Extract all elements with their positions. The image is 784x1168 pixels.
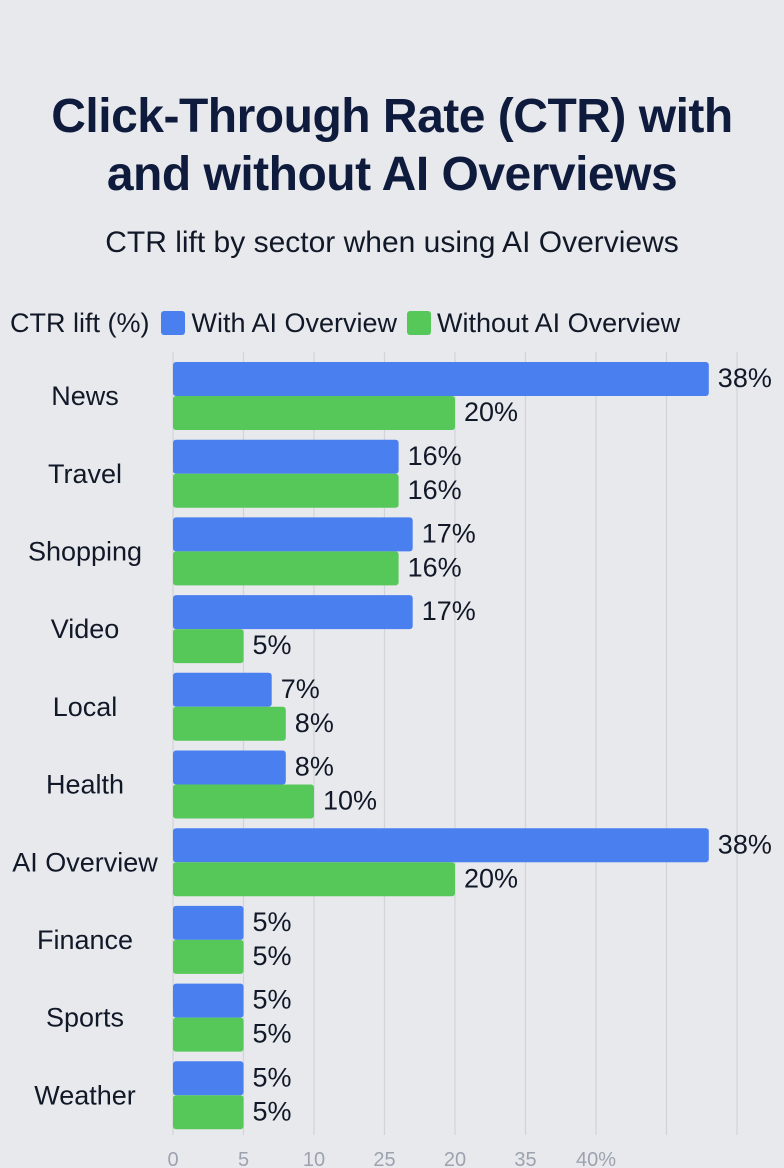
- value-label: 5%: [253, 985, 292, 1015]
- category-label: Weather: [34, 1080, 136, 1110]
- value-label: 8%: [295, 752, 334, 782]
- value-label: 5%: [253, 941, 292, 971]
- bar-without-ai: [173, 784, 314, 819]
- value-label: 38%: [718, 363, 772, 393]
- x-tick-label: 35: [514, 1149, 536, 1168]
- bar-without-ai: [173, 1095, 244, 1130]
- legend-label-without-ai: Without AI Overview: [437, 307, 681, 338]
- value-label: 5%: [253, 1062, 292, 1092]
- value-label: 5%: [253, 630, 292, 660]
- legend-swatch-without-ai: [407, 311, 432, 335]
- category-label: AI Overview: [12, 847, 158, 877]
- bar-with-ai: [173, 439, 399, 474]
- x-tick-label: 10: [303, 1149, 325, 1168]
- value-label: 5%: [253, 1019, 292, 1049]
- category-label: Sports: [46, 1003, 124, 1033]
- value-label: 8%: [295, 708, 334, 738]
- chart-title-line-1: Click-Through Rate (CTR) with: [51, 90, 733, 143]
- bar-without-ai: [173, 629, 244, 664]
- bar-without-ai: [173, 862, 455, 897]
- x-tick-label: 25: [373, 1149, 395, 1168]
- x-axis-label: CTR lift (%): [10, 307, 150, 338]
- legend-swatch-with-ai: [161, 311, 186, 335]
- value-label: 10%: [323, 786, 377, 816]
- x-tick-label: 5: [238, 1149, 249, 1168]
- bar-with-ai: [173, 750, 286, 785]
- bar-without-ai: [173, 551, 399, 586]
- value-label: 17%: [422, 596, 476, 626]
- bar-with-ai: [173, 905, 244, 940]
- bar-without-ai: [173, 939, 244, 974]
- value-label: 16%: [408, 475, 462, 505]
- category-label: Local: [53, 692, 118, 722]
- value-label: 5%: [253, 907, 292, 937]
- category-label: Video: [51, 614, 120, 644]
- category-label: Finance: [37, 925, 133, 955]
- legend-label-with-ai: With AI Overview: [191, 307, 398, 338]
- x-tick-label: 0: [167, 1149, 178, 1168]
- value-label: 38%: [718, 829, 772, 859]
- category-label: Shopping: [28, 537, 142, 567]
- bar-with-ai: [173, 517, 413, 552]
- value-label: 20%: [464, 397, 518, 427]
- value-label: 17%: [422, 519, 476, 549]
- value-label: 5%: [253, 1096, 292, 1126]
- bar-with-ai: [173, 595, 413, 630]
- value-label: 7%: [281, 674, 320, 704]
- bar-without-ai: [173, 473, 399, 508]
- x-tick-label: 40%: [576, 1149, 616, 1168]
- bar-without-ai: [173, 396, 455, 430]
- bar-without-ai: [173, 1017, 244, 1052]
- bar-with-ai: [173, 983, 244, 1018]
- x-tick-label: 20: [444, 1149, 466, 1168]
- value-label: 20%: [464, 863, 518, 893]
- bar-with-ai: [173, 828, 709, 863]
- bar-with-ai: [173, 1061, 244, 1096]
- chart-legend: CTR lift (%) With AI Overview Without AI…: [10, 306, 690, 340]
- chart-title: Click-Through Rate (CTR) with and withou…: [0, 88, 784, 204]
- bar-with-ai: [173, 672, 272, 707]
- chart-subtitle: CTR lift by sector when using AI Overvie…: [105, 226, 679, 259]
- category-label: News: [51, 381, 119, 411]
- value-label: 16%: [408, 441, 462, 471]
- bar-with-ai: [173, 362, 709, 396]
- category-label: Travel: [48, 459, 122, 489]
- value-label: 16%: [408, 553, 462, 583]
- category-label: Health: [46, 770, 124, 800]
- chart-title-line-2: and without AI Overviews: [106, 148, 678, 201]
- bar-without-ai: [173, 706, 286, 741]
